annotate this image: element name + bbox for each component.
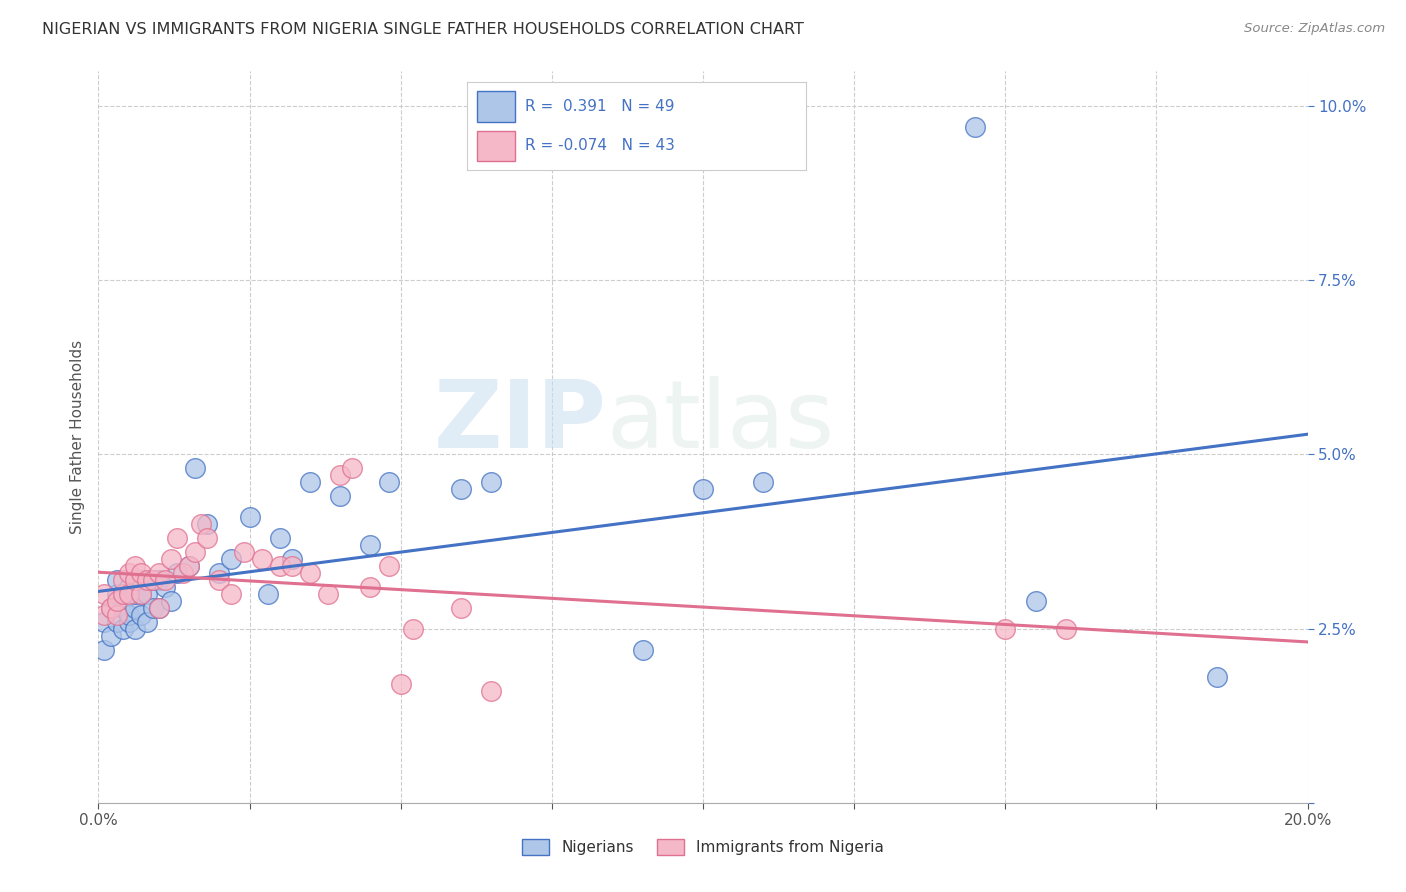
Point [481, 684, 503, 698]
Point [329, 489, 352, 503]
Point [232, 545, 254, 559]
Point [221, 552, 243, 566]
Point [269, 531, 291, 545]
Point [179, 558, 201, 573]
Point [129, 573, 152, 587]
Point [118, 587, 141, 601]
Point [389, 677, 412, 691]
Point [1206, 670, 1229, 684]
Point [124, 600, 146, 615]
Point [256, 587, 278, 601]
Point [160, 552, 183, 566]
Point [111, 573, 134, 587]
Point [148, 600, 170, 615]
Point [118, 566, 141, 580]
Point [752, 475, 775, 490]
Point [221, 587, 243, 601]
Point [195, 517, 218, 532]
Point [129, 587, 152, 601]
Point [481, 475, 503, 490]
Point [118, 607, 141, 622]
Point [1054, 622, 1077, 636]
Point [105, 587, 128, 601]
Point [105, 607, 128, 622]
Point [208, 573, 231, 587]
Point [184, 461, 207, 475]
Point [250, 552, 273, 566]
Point [111, 587, 134, 601]
Point [166, 531, 188, 545]
Point [129, 587, 152, 601]
Y-axis label: Single Father Households: Single Father Households [69, 340, 84, 534]
Text: ZIP: ZIP [433, 376, 606, 468]
Point [142, 573, 165, 587]
Point [190, 517, 212, 532]
Point [142, 600, 165, 615]
Point [118, 615, 141, 629]
Point [692, 483, 714, 497]
Point [93, 642, 115, 657]
Point [142, 573, 165, 587]
Point [93, 607, 115, 622]
Point [360, 580, 382, 594]
Point [160, 594, 183, 608]
Point [450, 600, 472, 615]
Point [1024, 594, 1046, 608]
Point [100, 600, 122, 615]
Point [129, 607, 152, 622]
Text: NIGERIAN VS IMMIGRANTS FROM NIGERIA SINGLE FATHER HOUSEHOLDS CORRELATION CHART: NIGERIAN VS IMMIGRANTS FROM NIGERIA SING… [42, 22, 804, 37]
Point [111, 587, 134, 601]
Point [148, 566, 170, 580]
Point [994, 622, 1017, 636]
Point [166, 566, 188, 580]
Point [148, 600, 170, 615]
Point [360, 538, 382, 552]
Point [208, 566, 231, 580]
Point [316, 587, 339, 601]
Point [179, 558, 201, 573]
Point [135, 615, 157, 629]
Point [965, 120, 987, 134]
Point [195, 531, 218, 545]
Point [239, 510, 262, 524]
Point [450, 483, 472, 497]
Point [281, 558, 304, 573]
Point [135, 587, 157, 601]
Point [172, 566, 194, 580]
Point [377, 475, 399, 490]
Point [105, 594, 128, 608]
Point [135, 573, 157, 587]
Point [111, 600, 134, 615]
Point [124, 622, 146, 636]
Point [118, 580, 141, 594]
Point [100, 600, 122, 615]
Point [148, 573, 170, 587]
Point [342, 461, 364, 475]
Text: atlas: atlas [606, 376, 835, 468]
Point [93, 615, 115, 629]
Point [153, 573, 176, 587]
Point [105, 615, 128, 629]
Point [129, 566, 152, 580]
Point [631, 642, 654, 657]
Point [377, 558, 399, 573]
Point [105, 573, 128, 587]
Point [93, 587, 115, 601]
Text: Source: ZipAtlas.com: Source: ZipAtlas.com [1244, 22, 1385, 36]
Point [124, 587, 146, 601]
Point [111, 622, 134, 636]
Point [329, 468, 352, 483]
Point [124, 558, 146, 573]
Point [184, 545, 207, 559]
Point [299, 566, 322, 580]
Point [153, 580, 176, 594]
Point [124, 573, 146, 587]
Point [100, 629, 122, 643]
Point [402, 622, 425, 636]
Point [269, 558, 291, 573]
Point [281, 552, 304, 566]
Point [299, 475, 322, 490]
Legend: Nigerians, Immigrants from Nigeria: Nigerians, Immigrants from Nigeria [516, 833, 890, 861]
